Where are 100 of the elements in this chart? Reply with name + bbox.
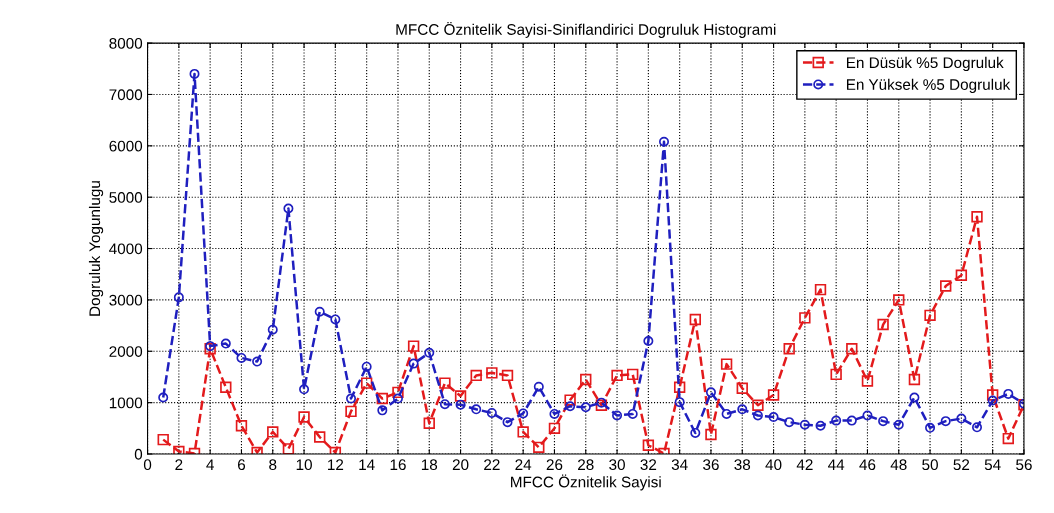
x-tick-label: 38 xyxy=(734,459,751,471)
point xyxy=(470,369,482,382)
x-tick-label: 34 xyxy=(671,459,688,471)
point xyxy=(705,428,717,441)
x-tick-label: 12 xyxy=(328,459,344,470)
point xyxy=(689,313,702,326)
point xyxy=(423,417,435,429)
point xyxy=(501,369,514,382)
point xyxy=(893,419,904,430)
point xyxy=(643,336,654,347)
point xyxy=(612,410,623,421)
point xyxy=(1003,388,1014,399)
point xyxy=(814,283,827,296)
y-tick-label: 1000 xyxy=(109,397,143,409)
y-tick-label: 3000 xyxy=(109,294,143,306)
x-tick-label: 22 xyxy=(484,459,500,470)
point xyxy=(220,338,231,349)
x-tick-label: 26 xyxy=(546,459,563,471)
point xyxy=(705,387,716,398)
point xyxy=(157,433,169,446)
point xyxy=(533,381,544,392)
point xyxy=(564,394,576,406)
point xyxy=(471,404,482,415)
point xyxy=(784,417,795,428)
point xyxy=(674,397,685,408)
point xyxy=(736,382,748,394)
point xyxy=(627,408,638,419)
point xyxy=(173,292,184,303)
point xyxy=(925,422,936,433)
x-tick-label: 42 xyxy=(796,459,813,470)
point xyxy=(345,405,357,418)
point xyxy=(486,407,497,418)
y-tick-label: 7000 xyxy=(109,89,143,101)
point xyxy=(783,343,795,355)
point xyxy=(189,68,200,79)
point xyxy=(940,280,952,292)
x-tick-label: 46 xyxy=(859,459,876,471)
point xyxy=(548,422,561,435)
point xyxy=(392,393,403,404)
y-tick-label: 0 xyxy=(134,448,143,460)
point xyxy=(893,294,905,306)
x-axis-title: MFCC Öznitelik Sayisi xyxy=(511,474,661,491)
x-tick-label: 2 xyxy=(175,459,183,470)
point xyxy=(799,312,811,324)
x-tick-label: 44 xyxy=(828,459,845,470)
point xyxy=(878,416,889,427)
x-tick-label: 40 xyxy=(765,459,782,471)
y-tick-label: 2000 xyxy=(109,346,143,357)
x-tick-label: 48 xyxy=(890,459,907,471)
point xyxy=(267,324,278,335)
point xyxy=(737,404,748,415)
point xyxy=(439,399,450,410)
point xyxy=(940,416,951,427)
point xyxy=(299,384,310,395)
point xyxy=(360,377,373,389)
point xyxy=(517,426,529,438)
point xyxy=(314,306,325,317)
point xyxy=(361,361,372,372)
point xyxy=(407,340,420,352)
x-tick-label: 4 xyxy=(206,459,214,470)
point xyxy=(580,373,592,386)
point xyxy=(987,395,998,406)
x-tick-label: 52 xyxy=(953,459,970,471)
point xyxy=(549,408,560,419)
point xyxy=(533,441,545,454)
point xyxy=(846,415,857,426)
point xyxy=(752,399,764,411)
point xyxy=(408,358,419,369)
y-tick-label: 8000 xyxy=(109,37,143,49)
point xyxy=(236,352,247,363)
x-tick-label: 10 xyxy=(296,459,312,471)
point xyxy=(877,318,889,331)
point xyxy=(377,405,388,416)
point xyxy=(768,412,779,423)
point xyxy=(752,410,763,421)
point xyxy=(346,393,357,404)
point xyxy=(971,211,983,223)
point xyxy=(720,358,733,370)
point xyxy=(283,203,294,214)
point xyxy=(580,402,591,413)
x-tick-label: 32 xyxy=(640,459,657,471)
x-tick-label: 36 xyxy=(703,459,719,471)
point xyxy=(659,136,670,147)
x-tick-label: 6 xyxy=(237,459,246,471)
x-tick-label: 18 xyxy=(421,459,438,471)
x-tick-label: 14 xyxy=(359,459,375,470)
x-tick-label: 56 xyxy=(1016,459,1032,471)
point xyxy=(673,381,686,393)
x-tick-label: 8 xyxy=(269,459,277,471)
point xyxy=(924,309,936,322)
point xyxy=(267,426,279,438)
point xyxy=(767,389,780,401)
x-tick-label: 50 xyxy=(922,459,938,471)
point xyxy=(846,343,858,355)
x-tick-label: 0 xyxy=(143,459,152,471)
point xyxy=(721,408,732,419)
x-tick-label: 16 xyxy=(390,459,406,471)
point xyxy=(642,439,655,451)
point xyxy=(908,373,921,386)
legend-label: En Yüksek %5 Dogruluk xyxy=(846,78,1011,93)
